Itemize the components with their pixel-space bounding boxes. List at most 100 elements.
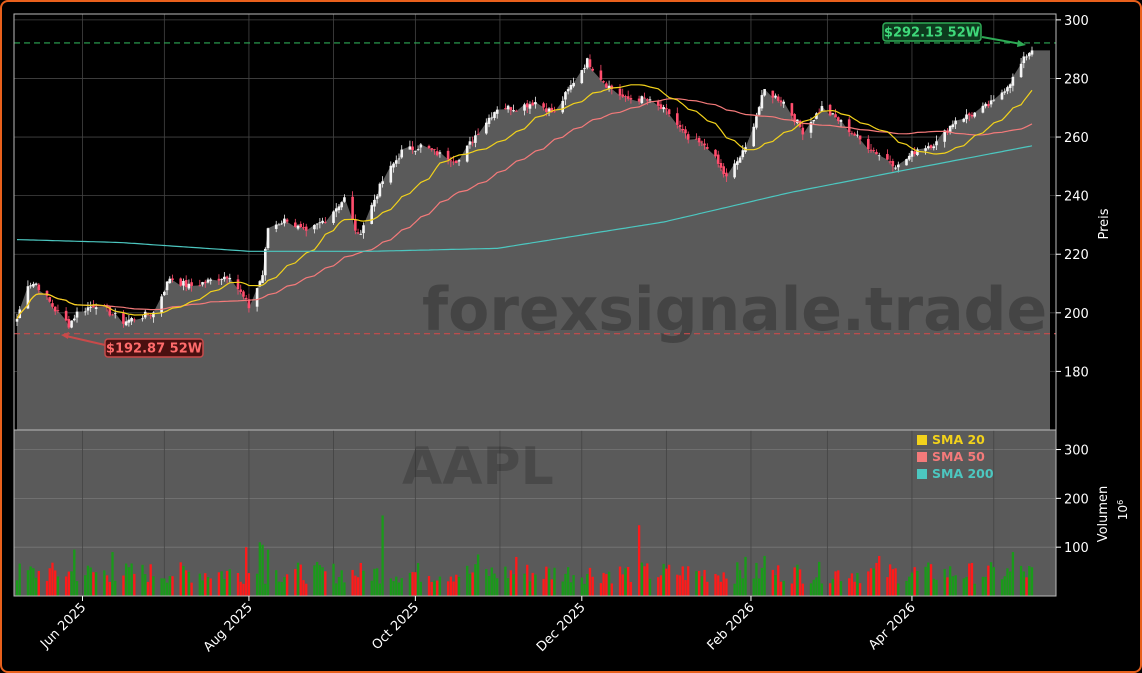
candle-body [449, 160, 453, 162]
candle [1025, 54, 1028, 61]
volume-bar [981, 576, 985, 596]
volume-bar [474, 564, 477, 596]
volume-bar [640, 562, 643, 596]
candle [247, 293, 251, 313]
candle [847, 116, 851, 137]
volume-bar [659, 575, 663, 596]
candle-body [468, 141, 472, 145]
candle [127, 314, 131, 327]
candle [299, 221, 303, 229]
candle-body [629, 98, 633, 100]
volume-bar [948, 566, 952, 596]
candle-body [416, 149, 420, 150]
candle [493, 111, 496, 121]
volume-bar [648, 578, 652, 596]
candle [987, 100, 990, 109]
candle-body [452, 161, 455, 163]
candle [820, 101, 824, 112]
high-52w-text: $292.13 52W [884, 26, 980, 41]
candle-body [992, 99, 996, 101]
candle [435, 147, 439, 157]
volume-bar [965, 576, 968, 596]
candle [989, 94, 993, 108]
candle-body [741, 150, 745, 158]
volume-axis-label: Volumen [1096, 486, 1111, 543]
volume-bar [782, 580, 785, 596]
candle [760, 90, 764, 111]
volume-bar [946, 577, 949, 596]
candle [263, 247, 267, 281]
volume-bar [294, 569, 297, 596]
candle-body [485, 122, 488, 134]
candle-body [356, 232, 360, 234]
candle [585, 57, 589, 70]
candle [910, 149, 914, 163]
volume-bar [452, 581, 455, 596]
volume-bar [103, 570, 106, 596]
candle [662, 104, 665, 113]
price-tick: 180 [1056, 365, 1089, 380]
candle [967, 112, 971, 122]
volume-bar [839, 581, 843, 596]
candle-body [856, 134, 859, 136]
candle-body [695, 138, 698, 140]
candle-body [836, 117, 840, 122]
candle-body [394, 160, 398, 164]
candle-body [643, 97, 646, 99]
candle-body [929, 145, 933, 148]
candle [56, 304, 60, 314]
candle-body [220, 279, 223, 280]
volume-bar [569, 582, 573, 596]
candle-body [171, 278, 174, 280]
volume-bar [466, 565, 469, 596]
candle [626, 90, 630, 101]
volume-bar [370, 580, 373, 596]
candle [337, 203, 341, 214]
candle-body [414, 150, 417, 152]
volume-bar [411, 572, 414, 596]
volume-bar [987, 565, 990, 596]
volume-bar [667, 564, 671, 596]
candle [1011, 73, 1015, 92]
volume-bar [261, 544, 264, 596]
volume-bar [542, 578, 545, 596]
candle [681, 124, 685, 133]
candle [359, 229, 363, 235]
candle-body [891, 160, 895, 167]
candle [583, 64, 586, 74]
candle-body [645, 99, 649, 101]
volume-bar [373, 568, 376, 596]
candle-body [359, 233, 363, 235]
volume-bar [111, 552, 114, 596]
candle-body [725, 172, 728, 177]
candle-body [667, 109, 671, 115]
volume-bar [438, 576, 442, 596]
volume-bar [678, 575, 682, 596]
candle-body [733, 163, 736, 178]
candle [599, 64, 603, 82]
volume-bar [973, 583, 976, 596]
candle [763, 89, 766, 97]
candle [485, 118, 488, 135]
candle-body [340, 202, 343, 208]
candle-body [525, 103, 529, 108]
candle [607, 80, 611, 92]
volume-bar [935, 579, 938, 596]
volume-bar [927, 562, 930, 596]
candle [67, 315, 71, 329]
volume-bar [605, 574, 608, 596]
volume-bar [564, 573, 567, 596]
volume-bar [695, 571, 698, 596]
volume-bar [850, 573, 854, 596]
candle-body [774, 95, 777, 98]
candle [397, 153, 401, 164]
date-tick: Oct 2025 [369, 596, 422, 653]
volume-bar [414, 572, 417, 596]
candle-body [706, 147, 709, 149]
date-tick-label: Feb 2026 [705, 600, 758, 653]
candle-body [948, 125, 952, 133]
candle [370, 202, 374, 225]
candle-body [37, 284, 41, 291]
candle-body [476, 133, 480, 135]
